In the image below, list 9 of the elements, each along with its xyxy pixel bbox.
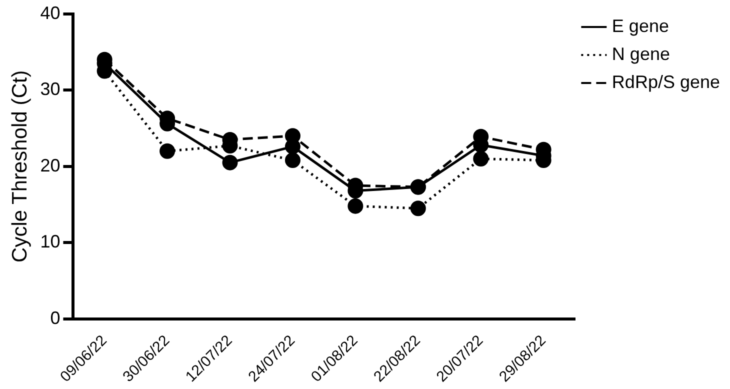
y-axis-title: Cycle Threshold (Ct) — [8, 70, 32, 262]
y-tick-label: 40 — [40, 2, 60, 23]
y-tick-label: 0 — [50, 308, 60, 328]
legend-label: RdRp/S gene — [612, 72, 720, 92]
legend-label: E gene — [612, 16, 669, 36]
y-tick-label: 20 — [40, 155, 60, 176]
y-tick-label: 30 — [40, 79, 60, 100]
y-tick-label: 10 — [40, 232, 60, 252]
legend-label: N gene — [612, 44, 670, 64]
